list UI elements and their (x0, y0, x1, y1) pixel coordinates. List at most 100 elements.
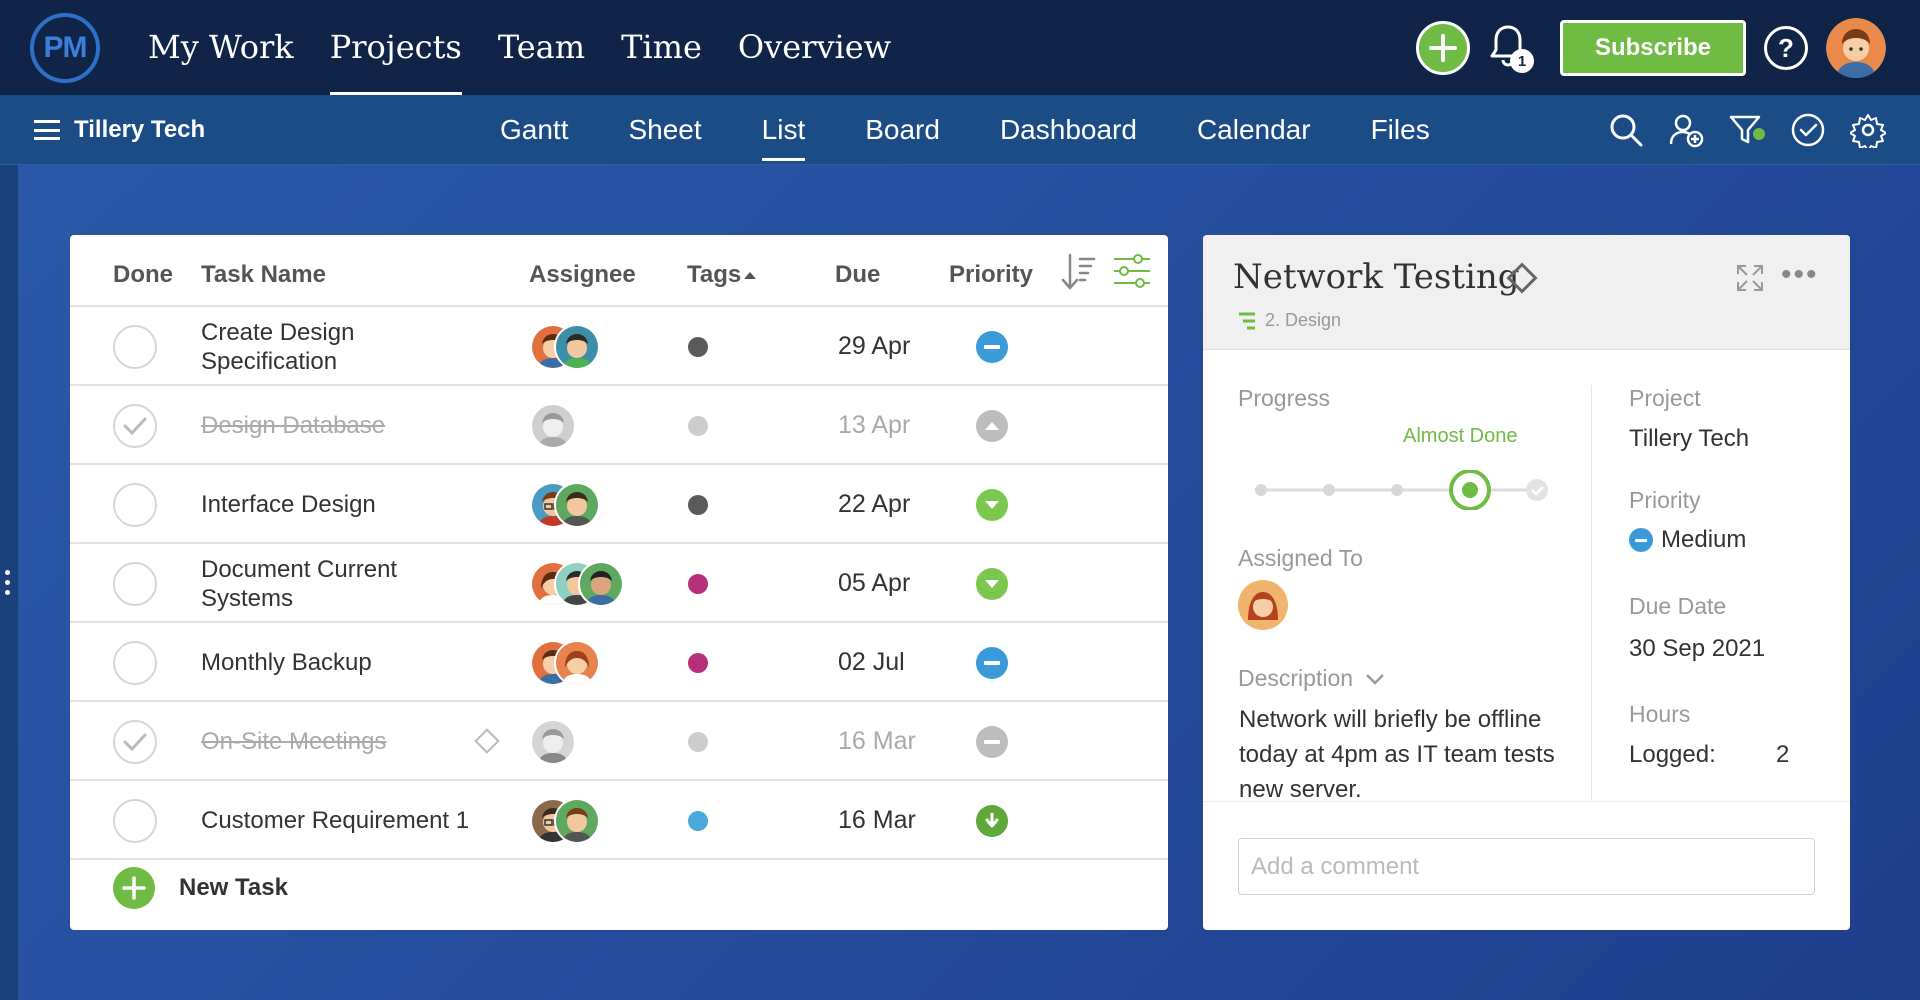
tab-files[interactable]: Files (1370, 114, 1430, 145)
tag-dot[interactable] (688, 811, 708, 831)
assignee-avatars[interactable] (530, 561, 624, 607)
project-value[interactable]: Tillery Tech (1629, 425, 1750, 452)
nav-projects[interactable]: Projects (312, 0, 480, 95)
pm-logo[interactable]: PM (30, 13, 100, 83)
column-settings-icon[interactable] (1112, 253, 1152, 289)
assignee-avatar[interactable] (1238, 580, 1288, 630)
new-task-button[interactable]: New Task (113, 867, 288, 909)
description-toggle[interactable]: Description (1238, 665, 1385, 692)
header-done[interactable]: Done (113, 261, 173, 288)
subscribe-button[interactable]: Subscribe (1560, 20, 1746, 76)
table-row[interactable]: Customer Requirement 1 16 Mar (70, 781, 1168, 860)
done-checkbox[interactable] (113, 562, 157, 606)
header-priority[interactable]: Priority (949, 261, 1034, 288)
done-checkbox[interactable] (113, 720, 157, 764)
assignee-avatars[interactable] (530, 403, 576, 449)
due-date[interactable]: 05 Apr (838, 569, 911, 597)
comment-input[interactable] (1238, 838, 1815, 895)
expand-icon[interactable] (1735, 263, 1765, 293)
header-due[interactable]: Due (835, 261, 881, 288)
done-checkbox[interactable] (113, 404, 157, 448)
priority-high-icon[interactable] (976, 410, 1008, 442)
tab-board[interactable]: Board (865, 114, 940, 145)
assignee-avatars[interactable] (530, 482, 600, 528)
tab-gantt[interactable]: Gantt (500, 114, 569, 145)
help-button[interactable]: ? (1764, 26, 1808, 70)
tag-dot[interactable] (688, 495, 708, 515)
due-date[interactable]: 02 Jul (838, 648, 905, 676)
done-checkbox[interactable] (113, 799, 157, 843)
priority-low-icon[interactable] (976, 489, 1008, 521)
task-name[interactable]: Design Database (201, 412, 386, 439)
settings-icon[interactable] (1850, 112, 1886, 148)
avatar (530, 403, 576, 449)
task-list-header: Done Task Name Assignee Tags Due Priorit… (70, 235, 1168, 307)
header-task-name[interactable]: Task Name (201, 261, 326, 288)
detail-title[interactable]: Network Testing (1233, 257, 1520, 297)
tag-dot[interactable] (688, 732, 708, 752)
task-name[interactable]: Customer Requirement 1 (201, 807, 470, 834)
priority-medium-icon[interactable] (976, 647, 1008, 679)
tab-list[interactable]: List (732, 95, 836, 165)
table-row[interactable]: Document Current Systems 05 Apr (70, 544, 1168, 623)
table-row[interactable]: Create Design Specification 29 Apr (70, 307, 1168, 386)
assignee-avatars[interactable] (530, 719, 576, 765)
priority-very-low-icon[interactable] (976, 805, 1008, 837)
notifications-button[interactable]: 1 (1486, 21, 1536, 75)
workspace-menu[interactable]: Tillery Tech (34, 95, 205, 165)
due-date[interactable]: 16 Mar (838, 806, 916, 834)
done-checkbox[interactable] (113, 325, 157, 369)
add-user-icon[interactable] (1668, 112, 1704, 148)
task-name[interactable]: Document Current Systems (201, 555, 398, 612)
user-avatar[interactable] (1826, 18, 1886, 78)
priority-low-icon[interactable] (976, 568, 1008, 600)
nav-team[interactable]: Team (497, 28, 586, 66)
nav-time[interactable]: Time (621, 28, 702, 66)
left-collapse-handle[interactable] (0, 165, 18, 1000)
due-date[interactable]: 22 Apr (838, 490, 911, 518)
logged-value[interactable]: 2 (1776, 741, 1790, 768)
tab-sheet[interactable]: Sheet (628, 114, 702, 145)
filter-icon[interactable] (1728, 112, 1766, 148)
table-row[interactable]: Interface Design 22 Apr (70, 465, 1168, 544)
sort-icon[interactable] (1060, 253, 1096, 291)
tag-dot[interactable] (688, 416, 708, 436)
task-name[interactable]: Monthly Backup (201, 649, 372, 676)
priority-value[interactable]: Medium (1629, 526, 1746, 554)
table-row[interactable]: Monthly Backup 02 Jul (70, 623, 1168, 702)
description-text[interactable]: Network will briefly be offline today at… (1239, 706, 1555, 800)
priority-medium-icon[interactable] (976, 331, 1008, 363)
tag-dot[interactable] (688, 574, 708, 594)
done-checkbox[interactable] (113, 483, 157, 527)
header-assignee[interactable]: Assignee (529, 261, 636, 288)
search-icon[interactable] (1608, 112, 1644, 148)
task-name[interactable]: Interface Design (201, 491, 376, 518)
done-checkbox[interactable] (113, 641, 157, 685)
assignee-avatars[interactable] (530, 798, 600, 844)
assignee-avatars[interactable] (530, 324, 600, 370)
table-row[interactable]: On-Site Meetings 16 Mar (70, 702, 1168, 781)
task-name[interactable]: Create Design Specification (201, 318, 355, 375)
tag-dot[interactable] (688, 653, 708, 673)
assignee-avatars[interactable] (530, 640, 600, 686)
tag-dot[interactable] (688, 337, 708, 357)
due-date[interactable]: 29 Apr (838, 332, 911, 360)
due-date-value[interactable]: 30 Sep 2021 (1629, 635, 1766, 662)
more-options-icon[interactable]: ••• (1781, 258, 1819, 291)
due-date[interactable]: 13 Apr (838, 411, 911, 439)
nav-overview[interactable]: Overview (737, 28, 892, 66)
avatar (554, 640, 600, 686)
tab-calendar[interactable]: Calendar (1196, 114, 1311, 145)
notification-badge: 1 (1510, 49, 1534, 73)
progress-slider[interactable] (1251, 470, 1551, 510)
task-name[interactable]: On-Site Meetings (201, 728, 387, 755)
checkmark-icon[interactable] (1790, 112, 1826, 148)
global-add-button[interactable] (1416, 21, 1470, 75)
parent-task[interactable]: 2. Design (1237, 310, 1341, 331)
priority-medium-icon[interactable] (976, 726, 1008, 758)
nav-my-work[interactable]: My Work (148, 28, 294, 66)
tab-dashboard[interactable]: Dashboard (999, 114, 1137, 145)
due-date[interactable]: 16 Mar (838, 727, 916, 755)
table-row[interactable]: Design Database 13 Apr (70, 386, 1168, 465)
header-tags[interactable]: Tags (687, 261, 742, 288)
